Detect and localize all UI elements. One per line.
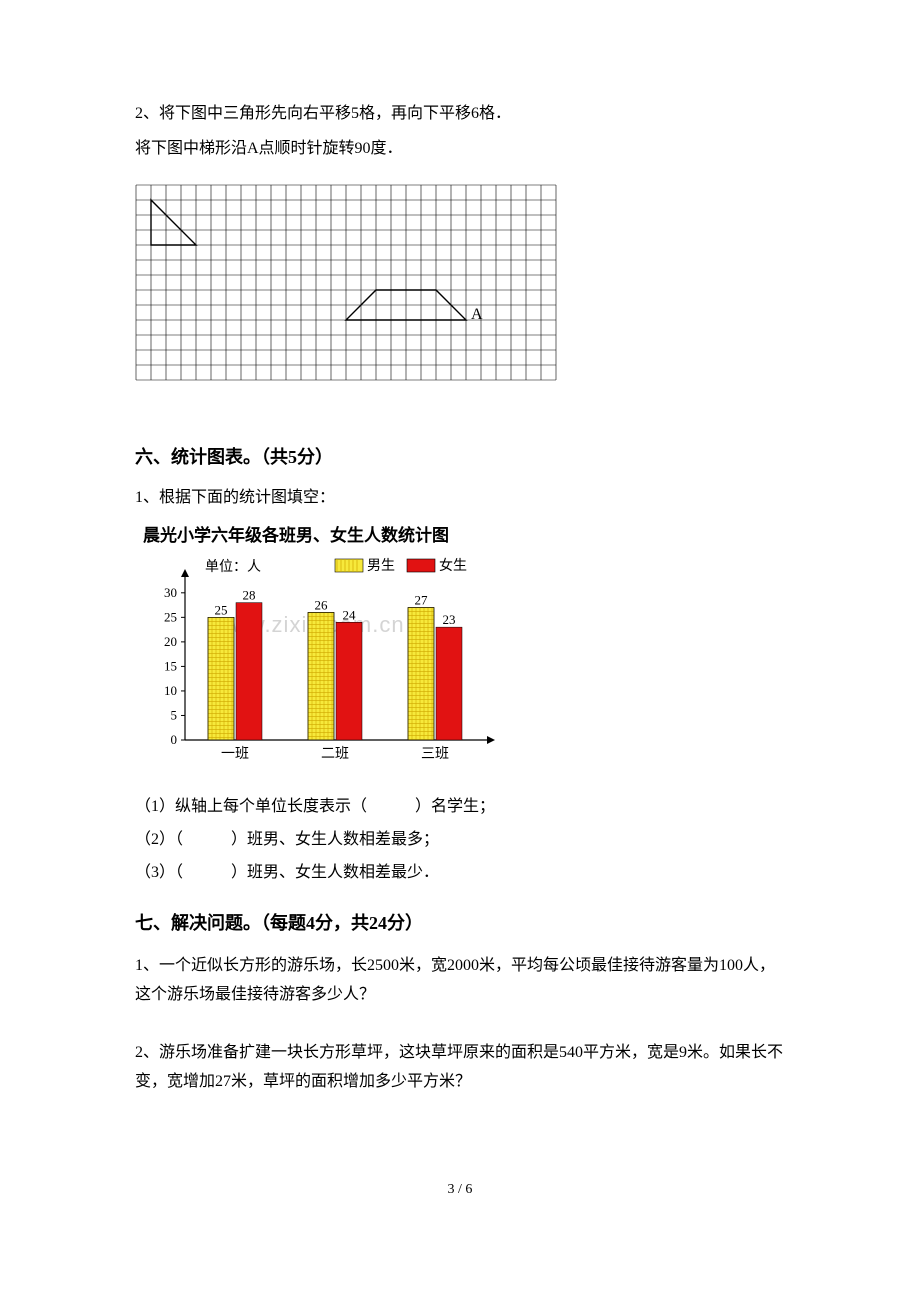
svg-text:一班: 一班 <box>221 746 249 762</box>
svg-text:25: 25 <box>164 610 177 625</box>
q2-line2: 将下图中梯形沿A点顺时针旋转90度． <box>135 135 785 164</box>
svg-text:26: 26 <box>315 598 329 613</box>
chart-figure: 晨光小学六年级各班男、女生人数统计图 www.zixin.com.cn05101… <box>135 521 785 781</box>
svg-text:三班: 三班 <box>421 746 449 762</box>
problem2: 2、游乐场准备扩建一块长方形草坪，这块草坪原来的面积是540平方米，宽是9米。如… <box>135 1039 785 1097</box>
bar-chart: www.zixin.com.cn051015202530单位：人男生女生2528… <box>135 555 495 770</box>
section6-heading: 六、统计图表。（共5分） <box>135 441 785 473</box>
svg-text:单位：人: 单位：人 <box>205 559 261 575</box>
problem1: 1、一个近似长方形的游乐场，长2500米，宽2000米，平均每公顷最佳接待游客量… <box>135 952 785 1010</box>
svg-text:5: 5 <box>171 708 178 723</box>
svg-text:24: 24 <box>343 607 357 622</box>
q2-line1: 2、将下图中三角形先向右平移5格，再向下平移6格． <box>135 100 785 129</box>
svg-text:0: 0 <box>171 732 178 747</box>
svg-text:女生: 女生 <box>439 557 467 574</box>
svg-text:28: 28 <box>243 588 256 603</box>
svg-text:二班: 二班 <box>321 746 349 762</box>
svg-text:男生: 男生 <box>367 558 395 574</box>
svg-text:20: 20 <box>164 634 177 649</box>
svg-text:A: A <box>471 306 483 323</box>
subq2: （2）（ ）班男、女生人数相差最多； <box>135 826 785 855</box>
svg-text:10: 10 <box>164 683 177 698</box>
subq3: （3）（ ）班男、女生人数相差最少． <box>135 859 785 888</box>
grid-figure: A <box>135 184 785 392</box>
chart-title: 晨光小学六年级各班男、女生人数统计图 <box>143 521 785 552</box>
page-number: 3 / 6 <box>135 1177 785 1202</box>
section6-intro: 1、根据下面的统计图填空： <box>135 484 785 513</box>
svg-text:15: 15 <box>164 659 177 674</box>
subq1: （1）纵轴上每个单位长度表示（ ）名学生； <box>135 793 785 822</box>
svg-text:30: 30 <box>164 585 177 600</box>
svg-text:25: 25 <box>215 603 228 618</box>
section7-heading: 七、解决问题。（每题4分，共24分） <box>135 907 785 939</box>
grid-svg: A <box>135 184 557 381</box>
svg-text:27: 27 <box>415 593 429 608</box>
svg-text:23: 23 <box>443 612 456 627</box>
